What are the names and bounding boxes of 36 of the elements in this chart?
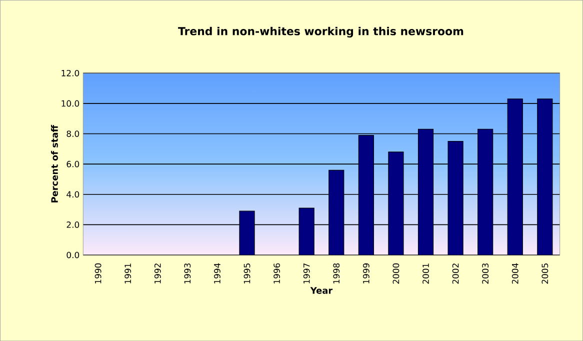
bar bbox=[537, 98, 553, 255]
x-tick-label: 1994 bbox=[214, 263, 220, 284]
y-tick-label: 4.0 bbox=[66, 191, 80, 198]
bar bbox=[388, 152, 404, 255]
bar bbox=[448, 140, 464, 255]
bar bbox=[358, 134, 374, 255]
y-axis-title: Percent of staff bbox=[51, 124, 58, 202]
x-tick-label: 2003 bbox=[482, 263, 489, 284]
x-tick-label: 2004 bbox=[512, 263, 518, 284]
x-tick-label: 1992 bbox=[154, 264, 161, 284]
x-tick-label: 1993 bbox=[184, 263, 191, 284]
x-axis-title: Year bbox=[310, 287, 333, 294]
x-tick-label: 2005 bbox=[542, 263, 548, 284]
bar bbox=[239, 210, 255, 255]
bar bbox=[478, 128, 494, 255]
x-tick-label: 2001 bbox=[422, 263, 429, 284]
x-tick-label: 1999 bbox=[362, 263, 370, 284]
bar bbox=[507, 98, 523, 255]
x-tick-label: 1996 bbox=[274, 263, 280, 284]
y-tick-label: 10.0 bbox=[62, 100, 80, 107]
x-tick-label: 2002 bbox=[452, 264, 459, 284]
bar bbox=[418, 128, 434, 255]
y-tick-label: 2.0 bbox=[66, 221, 80, 228]
y-tick-label: 6.0 bbox=[66, 160, 80, 168]
x-tick-label: 1995 bbox=[244, 263, 250, 284]
bar bbox=[328, 170, 344, 255]
x-tick-label: 1998 bbox=[333, 263, 340, 284]
y-tick-label: 0.0 bbox=[66, 252, 80, 258]
bar bbox=[298, 208, 314, 255]
chart-title: Trend in non-whites working in this newsroom bbox=[178, 26, 464, 38]
x-tick-label: 1991 bbox=[124, 263, 132, 284]
y-tick-label: 8.0 bbox=[66, 130, 80, 137]
x-tick-label: 1990 bbox=[94, 263, 102, 284]
x-tick-label: 2000 bbox=[392, 263, 400, 284]
y-tick-label: 12.0 bbox=[62, 70, 80, 76]
x-tick-label: 1997 bbox=[303, 263, 310, 284]
